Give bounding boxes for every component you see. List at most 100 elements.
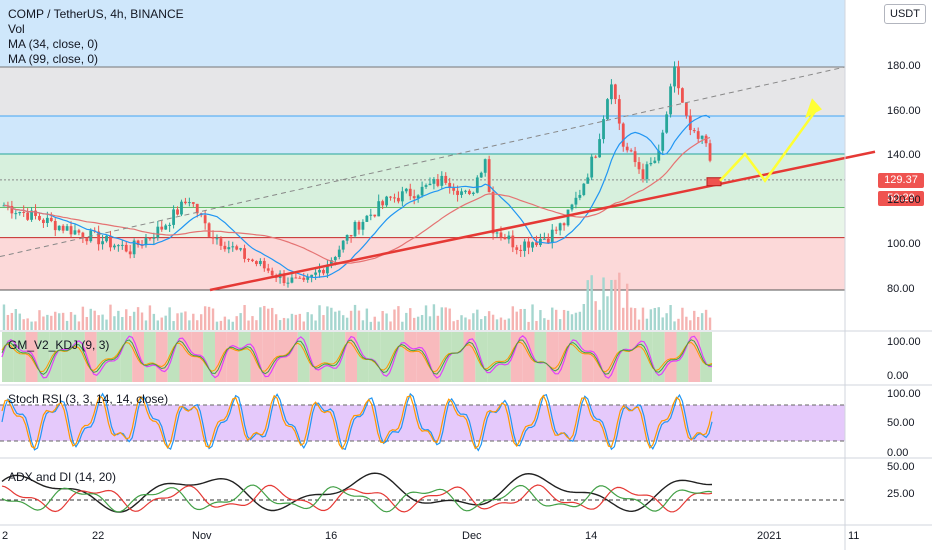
candle-body [109, 235, 112, 248]
candle-body [432, 179, 436, 184]
price-tick-label: 80.00 [887, 283, 915, 295]
candle-body [633, 151, 637, 163]
stoch-rsi-label[interactable]: Stoch RSI (3, 3, 14, 14, close) [8, 392, 169, 406]
candle-body [507, 235, 511, 240]
kdj-label[interactable]: GM_V2_KDJ (9, 3) [8, 338, 110, 352]
candle-body [625, 146, 629, 151]
candle-body [235, 246, 239, 250]
candle-body [223, 245, 227, 250]
adx-label[interactable]: ADX and DI (14, 20) [8, 470, 117, 484]
candle-body [81, 232, 85, 239]
volume-bar [436, 315, 440, 330]
candle-body [558, 223, 562, 231]
volume-bar [219, 320, 223, 330]
volume-bar [476, 309, 479, 330]
volume-bar [681, 307, 684, 330]
volume-bar [511, 306, 515, 330]
stoch-tick-label: 0.00 [887, 447, 909, 459]
volume-bar [132, 311, 136, 330]
kdj-bg-block [392, 332, 405, 382]
volume-bar [401, 321, 404, 330]
candle-body [503, 237, 507, 240]
volume-bar [480, 319, 483, 330]
candle-body [574, 197, 578, 205]
volume-bar [215, 321, 219, 330]
kdj-bg-block [416, 332, 428, 382]
symbol-title[interactable]: COMP / TetherUS, 4h, BINANCE [8, 7, 184, 21]
volume-bar [696, 316, 700, 330]
kdj-bg-block [404, 332, 417, 382]
candle-body [144, 238, 148, 246]
volume-bar [424, 305, 428, 330]
candle-body [669, 86, 672, 115]
volume-bar [14, 309, 18, 330]
volume-bar [412, 317, 416, 330]
volume-bar [432, 304, 436, 330]
volume-bar [641, 307, 645, 330]
volume-bar [282, 317, 286, 330]
kdj-bg-block [368, 332, 381, 382]
candle-body [77, 230, 81, 233]
candle-body [531, 242, 534, 248]
volume-bar [38, 310, 41, 330]
volume-bar [341, 315, 345, 330]
volume-bar [345, 317, 349, 330]
candle-body [73, 230, 77, 235]
candle-body [353, 222, 357, 237]
volume-bar [633, 308, 637, 330]
currency-button[interactable]: USDT [884, 4, 926, 24]
kdj-bg-block [286, 332, 298, 382]
countdown-tag: 50:29 [878, 191, 924, 206]
volume-bar [298, 313, 302, 330]
ma34-legend[interactable]: MA (34, close, 0) [8, 37, 99, 51]
candle-body [696, 131, 700, 139]
volume-bar [168, 307, 171, 330]
candle-body [318, 269, 321, 273]
volume-bar [326, 306, 329, 330]
dashed-channel-line [0, 66, 846, 258]
volume-bar [377, 321, 380, 330]
candle-body [101, 241, 104, 245]
volume-bar [164, 315, 167, 330]
candle-body [535, 242, 538, 246]
volume-bar [26, 318, 29, 330]
volume-bar [381, 311, 384, 330]
candle-body [10, 205, 14, 214]
volume-bar [81, 306, 85, 330]
volume-bar [2, 304, 6, 330]
volume-bar [661, 317, 664, 330]
projection-arrowhead [805, 98, 822, 119]
candle-body [361, 221, 365, 230]
volume-bar [302, 321, 305, 330]
candle-body [598, 139, 601, 158]
volume-bar [523, 308, 526, 330]
volume-bar [468, 319, 471, 330]
candle-body [578, 194, 582, 198]
candle-body [215, 238, 219, 240]
volume-bar [349, 310, 353, 330]
volume-bar [637, 319, 641, 330]
volume-bar [140, 312, 144, 330]
ma99-legend[interactable]: MA (99, close, 0) [8, 52, 99, 66]
volume-bar [61, 312, 65, 330]
volume-bar [543, 318, 546, 330]
candle-body [57, 225, 61, 231]
volume-bar [448, 308, 451, 330]
candle-body [116, 245, 120, 247]
volume-bar [669, 305, 672, 330]
volume-bar [704, 309, 708, 330]
stoch-tick-label: 100.00 [887, 388, 921, 400]
candle-body [692, 130, 696, 132]
volume-bar [30, 321, 33, 330]
candle-body [365, 215, 369, 222]
volume-bar [507, 318, 511, 330]
vol-legend[interactable]: Vol [8, 22, 25, 36]
candle-body [168, 224, 172, 226]
candle-body [483, 159, 487, 173]
candle-body [617, 99, 621, 124]
volume-bar [330, 307, 333, 330]
volume-bar [440, 307, 444, 330]
volume-bar [46, 314, 49, 330]
candle-body [452, 188, 456, 191]
